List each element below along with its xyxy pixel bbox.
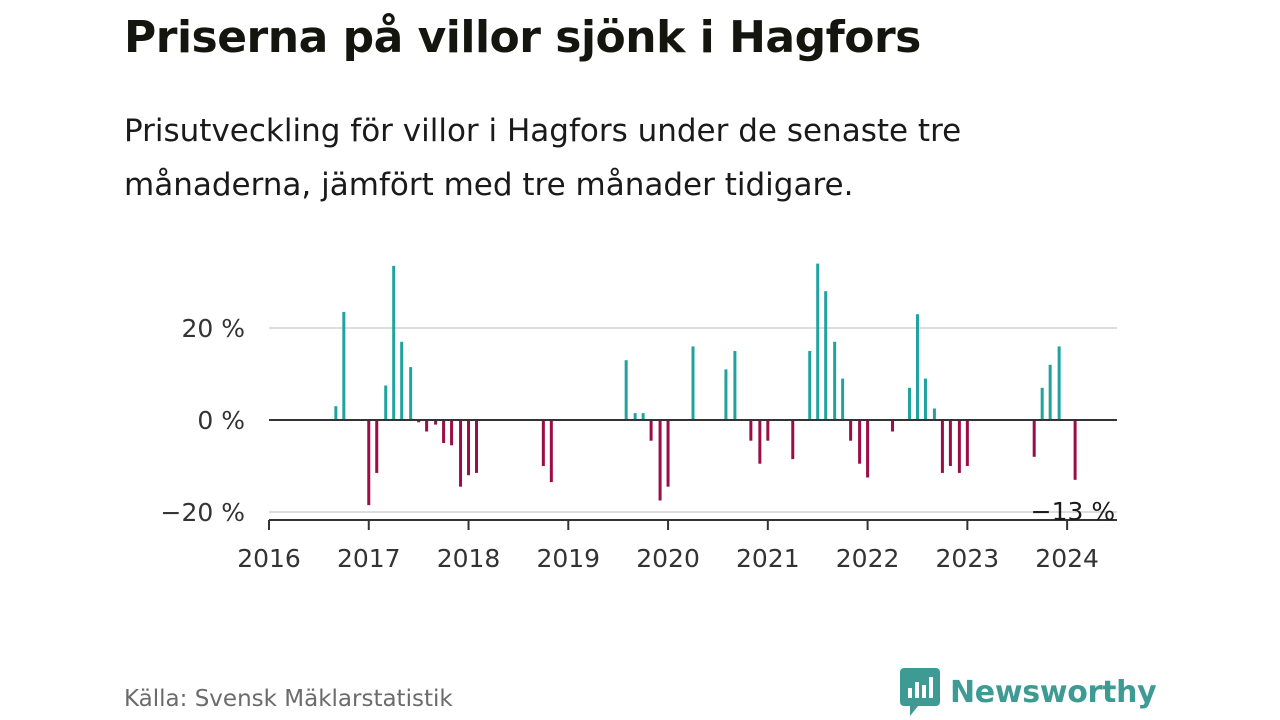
- bar: [459, 420, 463, 487]
- bar: [375, 420, 379, 473]
- bar: [816, 263, 820, 420]
- bar: [549, 420, 553, 483]
- bar: [442, 420, 446, 443]
- chart-title: Priserna på villor sjönk i Hagfors: [124, 12, 921, 63]
- x-tick-label: 2016: [237, 544, 301, 573]
- subtitle-line-2: månaderna, jämfört med tre månader tidig…: [124, 167, 854, 203]
- bar: [334, 406, 338, 420]
- bar: [841, 378, 845, 420]
- bar: [400, 341, 404, 420]
- bar: [824, 291, 828, 420]
- brand-logo: Newsworthy: [900, 668, 1157, 716]
- bar: [915, 314, 919, 420]
- bar: [808, 351, 812, 420]
- bar: [1057, 346, 1061, 420]
- bar: [766, 420, 770, 441]
- x-tick-label: 2018: [437, 544, 501, 573]
- x-tick-label: 2017: [337, 544, 401, 573]
- y-tick-label: 0 %: [197, 406, 245, 435]
- bar: [417, 420, 421, 423]
- bar: [409, 367, 413, 420]
- bar: [749, 420, 753, 441]
- bar: [666, 420, 670, 487]
- bar: [1048, 364, 1052, 420]
- bar: [965, 420, 969, 466]
- bar: [434, 420, 438, 425]
- bar: [758, 420, 762, 464]
- bar: [384, 385, 388, 420]
- y-tick-label: 20 %: [181, 314, 245, 343]
- bar: [1040, 387, 1044, 420]
- gridlines: [269, 327, 1117, 513]
- brand-name: Newsworthy: [950, 674, 1157, 710]
- bar: [467, 420, 471, 476]
- bar: [858, 420, 862, 464]
- bar: [367, 420, 371, 506]
- bar: [425, 420, 429, 432]
- bar: [724, 369, 728, 420]
- bar: [866, 420, 870, 478]
- bar: [849, 420, 853, 441]
- bar: [691, 346, 695, 420]
- bar: [475, 420, 479, 473]
- bar: [948, 420, 952, 466]
- bar: [633, 413, 637, 420]
- bar: [658, 420, 662, 501]
- bar: [450, 420, 454, 446]
- bar: [833, 341, 837, 420]
- subtitle-line-1: Prisutveckling för villor i Hagfors unde…: [124, 113, 962, 149]
- bar: [641, 413, 645, 420]
- bar: [891, 420, 895, 432]
- bar: [791, 420, 795, 460]
- bar: [1032, 420, 1036, 457]
- bar: [649, 420, 653, 441]
- bar: [624, 360, 628, 420]
- x-tick-label: 2021: [736, 544, 800, 573]
- chart-subtitle: Prisutveckling för villor i Hagfors unde…: [124, 104, 1124, 212]
- bar: [733, 351, 737, 420]
- x-tick-label: 2023: [936, 544, 1000, 573]
- bar: [1073, 420, 1077, 480]
- y-tick-label: −20 %: [161, 498, 245, 527]
- x-tick-label: 2024: [1035, 544, 1099, 573]
- bar: [342, 311, 346, 420]
- x-tick-label: 2020: [636, 544, 700, 573]
- newsworthy-logo-icon: [900, 668, 940, 716]
- axes: [268, 419, 1117, 530]
- source-note: Källa: Svensk Mäklarstatistik: [124, 686, 453, 712]
- x-tick-label: 2019: [536, 544, 600, 573]
- bar: [923, 378, 927, 420]
- bar: [907, 387, 911, 420]
- tick-labels: 20 % 0 % −20 % 2016 2017 2018 2019 2020 2021 2022…: [161, 314, 1116, 573]
- bar: [940, 420, 944, 473]
- bar: [957, 420, 961, 473]
- bars: [334, 263, 1077, 506]
- bar: [541, 420, 545, 466]
- bar: [392, 265, 396, 420]
- x-tick-label: 2022: [836, 544, 900, 573]
- last-value-label: −13 %: [1031, 497, 1115, 526]
- bar: [932, 408, 936, 420]
